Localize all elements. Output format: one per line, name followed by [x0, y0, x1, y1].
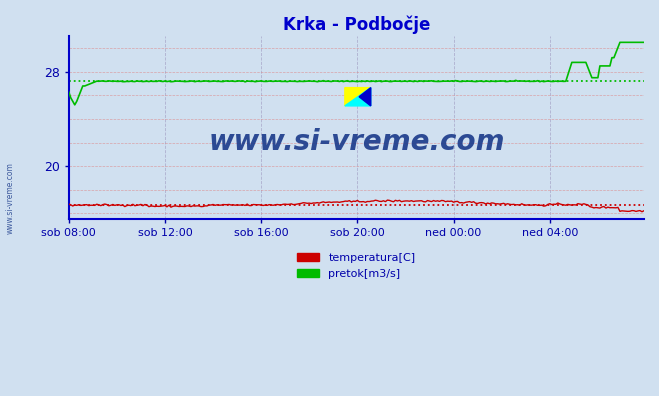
Text: www.si-vreme.com: www.si-vreme.com [5, 162, 14, 234]
Polygon shape [359, 88, 371, 106]
Polygon shape [345, 88, 371, 106]
Legend: temperatura[C], pretok[m3/s]: temperatura[C], pretok[m3/s] [293, 249, 420, 283]
Title: Krka - Podbočje: Krka - Podbočje [283, 15, 430, 34]
Polygon shape [345, 88, 371, 106]
Text: www.si-vreme.com: www.si-vreme.com [208, 128, 505, 156]
